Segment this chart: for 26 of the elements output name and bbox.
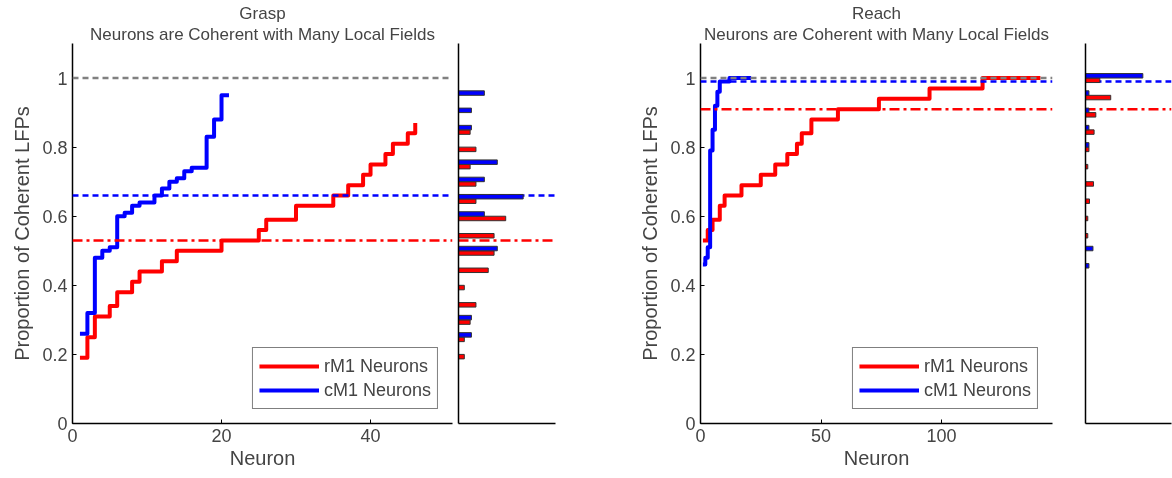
x-axis-title: Neuron — [843, 446, 910, 469]
y-tick-label: 0.4 — [42, 275, 68, 296]
y-tick-label: 1 — [57, 68, 68, 89]
x-tick-label: 40 — [360, 425, 381, 446]
y-tick-label: 0.8 — [42, 137, 68, 158]
x-tick-label: 20 — [211, 425, 232, 446]
chart-subtitle: Neurons are Coherent with Many Local Fields — [90, 24, 435, 44]
legend-label: cM1 Neurons — [323, 378, 431, 402]
chart-title: Grasp — [239, 3, 286, 23]
y-axis-title: Proportion of Coherent LFPs — [639, 106, 662, 361]
y-tick-label: 0.2 — [670, 344, 696, 365]
y-tick-label: 1 — [685, 68, 696, 89]
legend-label: rM1 Neurons — [323, 354, 428, 378]
legend-label: rM1 Neurons — [923, 354, 1028, 378]
chart-title: Reach — [851, 3, 902, 23]
y-axis-title: Proportion of Coherent LFPs — [11, 106, 34, 361]
y-tick-label: 0.4 — [670, 275, 696, 296]
legend-label: cM1 Neurons — [923, 378, 1031, 402]
chart-subtitle: Neurons are Coherent with Many Local Fields — [704, 24, 1049, 44]
x-tick-label: 100 — [926, 425, 957, 446]
y-tick-label: 0.2 — [42, 344, 68, 365]
y-tick-label: 0.6 — [42, 206, 68, 227]
y-tick-label: 0.8 — [670, 137, 696, 158]
y-tick-label: 0.6 — [670, 206, 696, 227]
x-axis-title: Neuron — [229, 446, 296, 469]
x-tick-label: 50 — [811, 425, 832, 446]
